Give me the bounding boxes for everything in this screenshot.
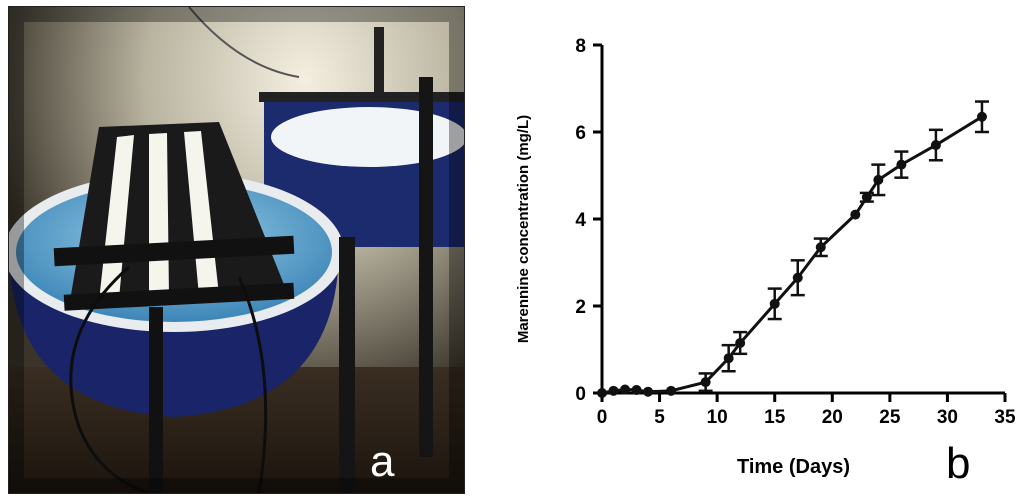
x-tick-label: 0	[597, 407, 608, 428]
y-axis-label: Marennine concentration (mg/L)	[515, 115, 532, 343]
panel-label-a: a	[370, 437, 395, 486]
data-point	[700, 377, 711, 388]
x-axis-label: Time (Days)	[737, 456, 850, 478]
data-point	[620, 384, 631, 395]
x-tick-label: 10	[707, 407, 728, 428]
x-tick-label: 30	[937, 407, 958, 428]
data-point	[792, 272, 803, 283]
data-point	[666, 385, 677, 396]
data-point	[723, 353, 734, 364]
y-tick-label: 4	[575, 210, 586, 231]
data-point	[608, 385, 619, 396]
data-point	[930, 140, 941, 151]
y-tick-label: 2	[575, 297, 586, 318]
data-point	[735, 337, 746, 348]
x-tick-label: 15	[764, 407, 786, 428]
culture-tank-photo	[9, 7, 464, 493]
chart-ticks: 0 5 10 15 20 25 30 35 0 2 4 6 8	[575, 36, 1016, 428]
x-tick-label: 35	[994, 407, 1016, 428]
data-point	[850, 209, 861, 220]
data-point	[896, 159, 907, 170]
y-tick-label: 6	[575, 123, 586, 144]
data-point	[631, 384, 642, 395]
data-point	[769, 298, 780, 309]
series-line	[601, 115, 983, 395]
data-point	[873, 174, 884, 185]
y-tick-label: 8	[575, 36, 586, 57]
chart-marks	[597, 100, 989, 398]
x-tick-label: 5	[654, 407, 665, 428]
x-tick-label: 25	[879, 407, 901, 428]
chart-axes	[600, 45, 1005, 395]
panel-label-b: b	[946, 439, 971, 488]
data-point	[815, 242, 826, 253]
x-tick-label: 20	[822, 407, 843, 428]
y-tick-label: 0	[575, 384, 586, 405]
data-point	[597, 388, 607, 398]
data-point	[643, 386, 654, 397]
data-point	[976, 111, 987, 122]
photo-panel-a	[8, 6, 465, 494]
data-point	[861, 192, 872, 203]
marennine-chart: 0 5 10 15 20 25 30 35 0 2 4 6 8 Time (Days) Marennin…	[515, 36, 1016, 478]
